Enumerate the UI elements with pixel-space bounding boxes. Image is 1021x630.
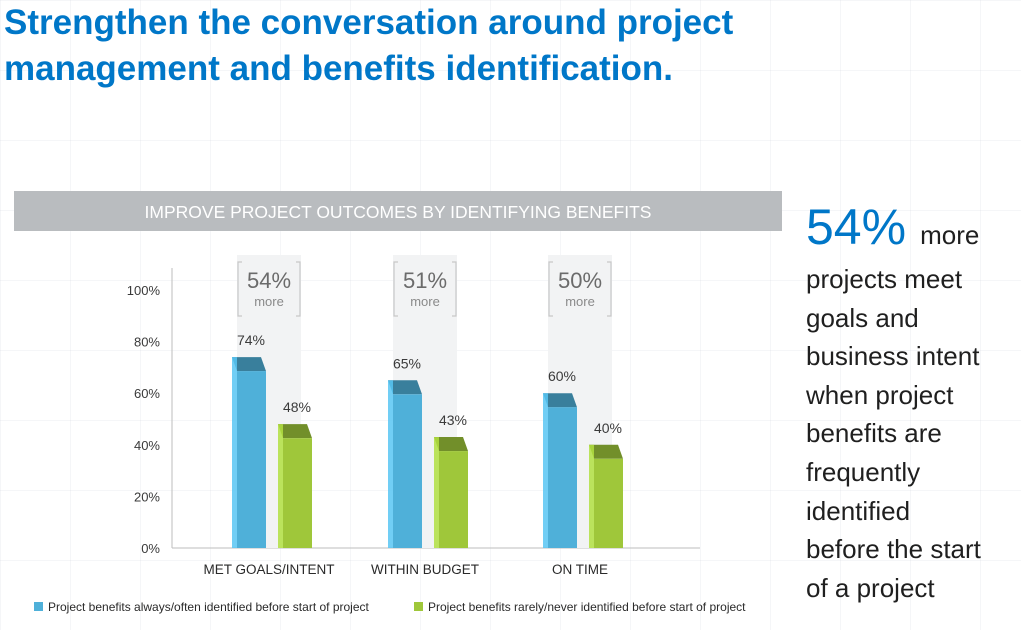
bar-side-face	[543, 393, 548, 548]
bar-value-label: 65%	[393, 355, 421, 371]
legend-label: Project benefits rarely/never identified…	[428, 600, 746, 614]
callout-line: frequently	[806, 456, 921, 487]
bar-top-face	[388, 380, 422, 395]
callout-line: business intent	[806, 341, 980, 372]
bracket-left	[237, 261, 242, 317]
bar-top-face	[543, 393, 577, 408]
callout-big-value: 54%	[806, 199, 907, 255]
bar-value-label: 40%	[594, 420, 622, 436]
y-tick-label: 40%	[134, 438, 160, 453]
bracket-right	[296, 261, 301, 317]
headline: Strengthen the conversation around proje…	[4, 0, 964, 92]
annotation-sub: more	[410, 294, 440, 309]
bar-top-face	[232, 357, 266, 372]
bracket-right	[607, 261, 612, 317]
bar-value-label: 60%	[548, 368, 576, 384]
bar-side-face	[589, 444, 594, 548]
bar-chart: IMPROVE PROJECT OUTCOMES BY IDENTIFYING …	[14, 191, 782, 614]
legend-swatch	[414, 602, 423, 611]
chart-title-banner	[14, 191, 782, 231]
y-tick-label: 60%	[134, 386, 160, 401]
bracket-right	[452, 261, 457, 317]
legend-label: Project benefits always/often identified…	[48, 600, 370, 614]
headline-line-2: management and benefits identification.	[4, 49, 673, 88]
callout-line: projects meet	[806, 264, 963, 294]
callout-line: of a project	[806, 572, 935, 603]
bar-top-face	[434, 437, 468, 452]
bar-top-face	[278, 424, 312, 439]
bar-value-label: 48%	[283, 399, 311, 415]
bar-top-face	[589, 444, 623, 459]
bar	[594, 458, 623, 548]
bar	[393, 394, 422, 548]
bracket-left	[393, 261, 398, 317]
bar	[283, 438, 312, 548]
bar-side-face	[434, 437, 439, 548]
callout-line: benefits are	[806, 418, 942, 449]
x-tick-label: MET GOALS/INTENT	[203, 562, 334, 577]
annotation-value: 54%	[247, 268, 291, 293]
annotation-value: 50%	[558, 268, 602, 293]
callout-line: identified	[806, 495, 911, 526]
annotation-sub: more	[565, 294, 595, 309]
x-tick-label: ON TIME	[552, 562, 608, 577]
bar-side-face	[278, 424, 283, 548]
callout-line: when project	[806, 379, 954, 410]
annotation-sub: more	[254, 294, 284, 309]
summary-callout: 54% more projects meet goals and business i…	[806, 196, 1018, 607]
bar	[237, 371, 266, 548]
bracket-left	[548, 261, 553, 317]
callout-headline: 54% more	[806, 196, 1018, 258]
bar-value-label: 43%	[439, 412, 467, 428]
bar-value-label: 74%	[237, 332, 265, 348]
y-tick-label: 20%	[134, 489, 160, 504]
y-tick-label: 0%	[141, 541, 160, 556]
callout-text: projects meet goals and business intent whe…	[806, 260, 1018, 607]
bar-side-face	[232, 357, 237, 548]
y-tick-label: 100%	[127, 283, 161, 298]
headline-line-1: Strengthen the conversation around proje…	[4, 3, 734, 42]
annotation-value: 51%	[403, 268, 447, 293]
callout-line: before the start	[806, 534, 981, 565]
x-tick-label: WITHIN BUDGET	[371, 562, 479, 577]
bar	[439, 451, 468, 548]
chart-title: IMPROVE PROJECT OUTCOMES BY IDENTIFYING …	[145, 202, 652, 222]
bar	[548, 407, 577, 548]
bar-side-face	[388, 380, 393, 548]
legend-swatch	[34, 602, 43, 611]
callout-more-word: more	[920, 220, 980, 250]
y-tick-label: 80%	[134, 335, 160, 350]
callout-line: goals and	[806, 302, 919, 333]
